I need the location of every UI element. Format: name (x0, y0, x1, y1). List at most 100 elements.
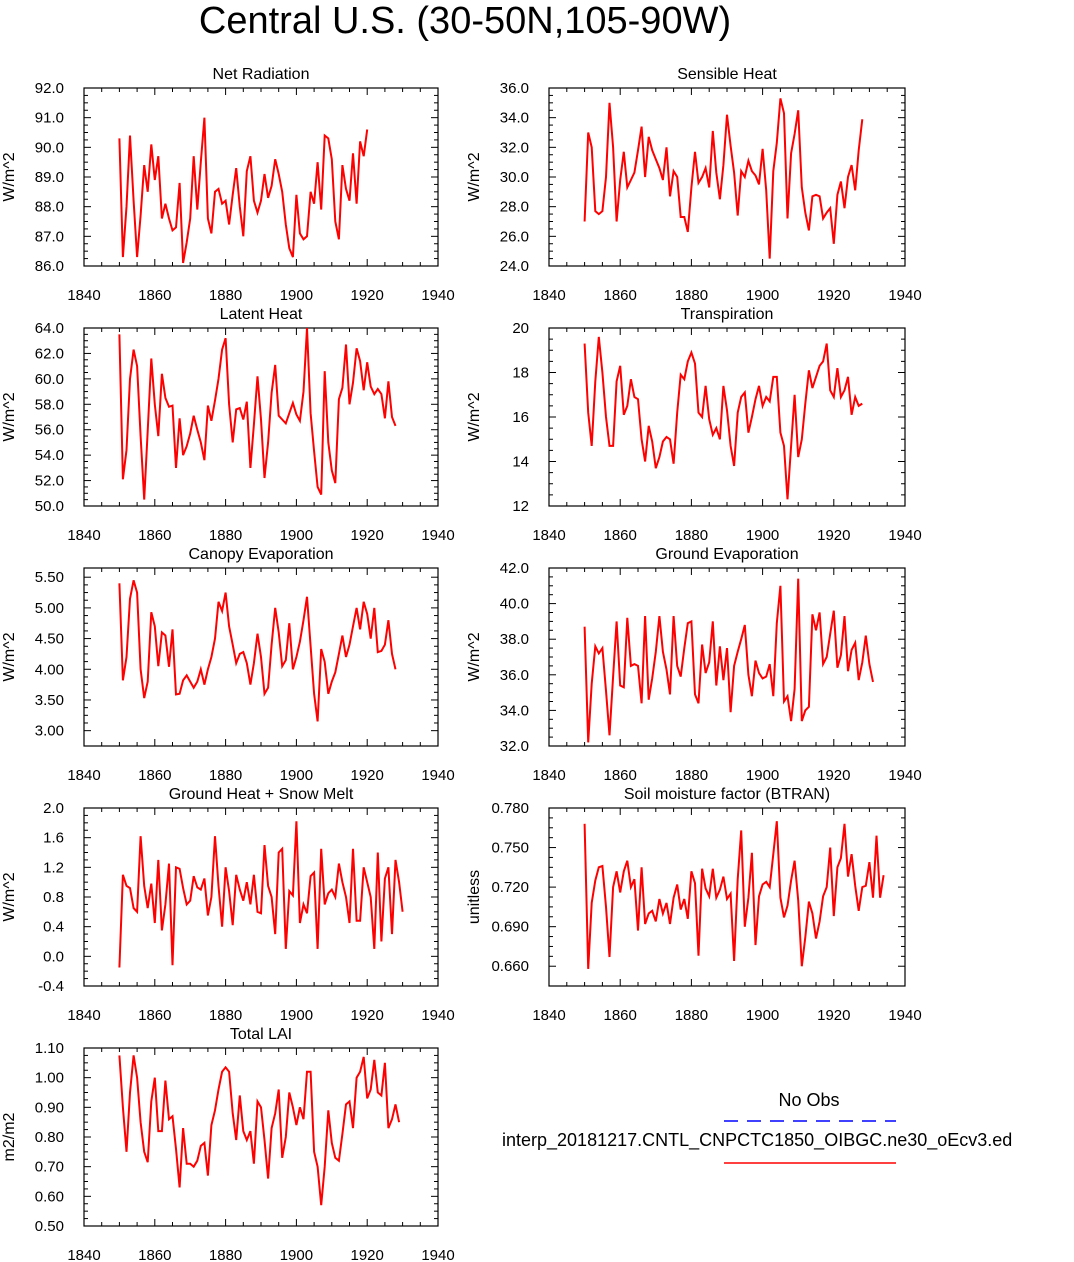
y-tick-label: 0.720 (491, 879, 529, 896)
y-tick-label: 0.60 (35, 1188, 64, 1205)
x-tick-label: 1900 (280, 1007, 313, 1024)
chart-title: Ground Evaporation (655, 546, 798, 563)
chart-panel: Transpiration W/m^2 1840 1860 1880 1900 1920 19… (466, 306, 922, 544)
x-tick-label: 1840 (532, 767, 565, 784)
series-line (583, 98, 864, 259)
y-tick-label: 0.0 (43, 948, 64, 965)
x-tick-label: 1940 (888, 767, 921, 784)
y-axis-label: W/m^2 (466, 152, 483, 201)
x-tick-label: 1900 (746, 767, 779, 784)
y-tick-label: 92.0 (35, 80, 64, 97)
y-tick-label: 0.4 (43, 919, 64, 936)
y-tick-label: 38.0 (500, 631, 529, 648)
y-tick-label: 28.0 (500, 199, 529, 216)
y-tick-label: 89.0 (35, 169, 64, 186)
x-tick-label: 1920 (817, 287, 850, 304)
y-axis-label: W/m^2 (1, 872, 18, 921)
x-tick-label: 1900 (280, 1247, 313, 1262)
x-tick-label: 1940 (421, 767, 454, 784)
y-tick-label: 0.70 (35, 1159, 64, 1176)
y-tick-label: 86.0 (35, 258, 64, 275)
y-tick-label: 2.0 (43, 800, 64, 817)
y-tick-label: 1.10 (35, 1040, 64, 1057)
x-tick-label: 1940 (421, 1247, 454, 1262)
x-tick-label: 1880 (675, 527, 708, 544)
chart-panel: Ground Evaporation W/m^2 1840 1860 1880 1900 1… (466, 546, 922, 784)
x-tick-label: 1900 (746, 287, 779, 304)
y-tick-label: 3.50 (35, 692, 64, 709)
x-tick-label: 1860 (604, 767, 637, 784)
y-tick-label: 0.50 (35, 1218, 64, 1235)
chart-title: Total LAI (230, 1026, 292, 1043)
y-tick-label: 30.0 (500, 169, 529, 186)
y-tick-label: 52.0 (35, 473, 64, 490)
y-tick-label: 24.0 (500, 258, 529, 275)
x-tick-label: 1840 (532, 1007, 565, 1024)
y-tick-label: 87.0 (35, 228, 64, 245)
chart-title: Soil moisture factor (BTRAN) (624, 786, 830, 803)
y-tick-label: 5.50 (35, 569, 64, 586)
y-tick-label: 1.6 (43, 830, 64, 847)
y-tick-label: 14 (512, 454, 529, 471)
x-tick-label: 1880 (209, 527, 242, 544)
y-tick-label: 50.0 (35, 498, 64, 515)
chart-title: Transpiration (681, 306, 774, 323)
x-tick-label: 1940 (421, 1007, 454, 1024)
x-tick-label: 1940 (421, 527, 454, 544)
x-tick-label: 1840 (67, 1247, 100, 1262)
x-tick-label: 1940 (888, 527, 921, 544)
y-tick-label: 4.00 (35, 661, 64, 678)
y-tick-label: 18 (512, 365, 529, 382)
x-tick-label: 1840 (67, 767, 100, 784)
y-tick-label: 0.690 (491, 919, 529, 936)
x-tick-label: 1920 (351, 1007, 384, 1024)
y-tick-label: 62.0 (35, 345, 64, 362)
x-tick-label: 1860 (138, 1007, 171, 1024)
y-axis-label: W/m^2 (1, 152, 18, 201)
y-tick-label: 56.0 (35, 422, 64, 439)
x-tick-label: 1840 (67, 527, 100, 544)
y-tick-label: 42.0 (500, 560, 529, 577)
series-line (118, 821, 404, 968)
x-tick-label: 1860 (138, 527, 171, 544)
y-tick-label: 1.00 (35, 1070, 64, 1087)
y-tick-label: 1.2 (43, 859, 64, 876)
chart-panel: Total LAI m2/m2 1840 1860 1880 1900 1920 1940 0.… (1, 1026, 455, 1262)
x-tick-label: 1880 (675, 287, 708, 304)
x-tick-label: 1880 (675, 767, 708, 784)
chart-panel: Ground Heat + Snow Melt W/m^2 1840 1860 1880… (1, 786, 455, 1024)
x-tick-label: 1920 (351, 287, 384, 304)
x-tick-label: 1860 (604, 527, 637, 544)
x-tick-label: 1840 (67, 1007, 100, 1024)
y-axis-label: W/m^2 (466, 632, 483, 681)
chart-panel: Net Radiation W/m^2 1840 1860 1880 1900 1920 19… (1, 66, 455, 304)
y-tick-label: 26.0 (500, 228, 529, 245)
y-axis-label: W/m^2 (466, 392, 483, 441)
series-line (118, 117, 369, 264)
series-line (583, 336, 863, 500)
y-tick-label: 3.00 (35, 723, 64, 740)
y-tick-label: 0.80 (35, 1129, 64, 1146)
chart-panel: Soil moisture factor (BTRAN) unitless 1840… (466, 786, 922, 1024)
x-tick-label: 1860 (138, 287, 171, 304)
chart-panel: Latent Heat W/m^2 1840 1860 1880 1900 1920 1940… (1, 306, 455, 544)
y-tick-label: 58.0 (35, 396, 64, 413)
x-tick-label: 1900 (280, 767, 313, 784)
y-tick-label: 60.0 (35, 371, 64, 388)
x-tick-label: 1840 (67, 287, 100, 304)
chart-title: Sensible Heat (677, 66, 777, 83)
y-tick-label: 90.0 (35, 139, 64, 156)
chart-title: Ground Heat + Snow Melt (169, 786, 354, 803)
y-tick-label: 20 (512, 320, 529, 337)
y-tick-label: 4.50 (35, 631, 64, 648)
y-tick-label: 64.0 (35, 320, 64, 337)
y-tick-label: 16 (512, 409, 529, 426)
plot-frame (83, 87, 439, 267)
y-tick-label: 0.660 (491, 958, 529, 975)
series-line (583, 578, 874, 743)
legend-run-label: interp_20181217.CNTL_CNPCTC1850_OIBGC.ne… (502, 1130, 1013, 1150)
x-tick-label: 1920 (817, 527, 850, 544)
x-tick-label: 1880 (209, 1007, 242, 1024)
y-tick-label: 36.0 (500, 667, 529, 684)
